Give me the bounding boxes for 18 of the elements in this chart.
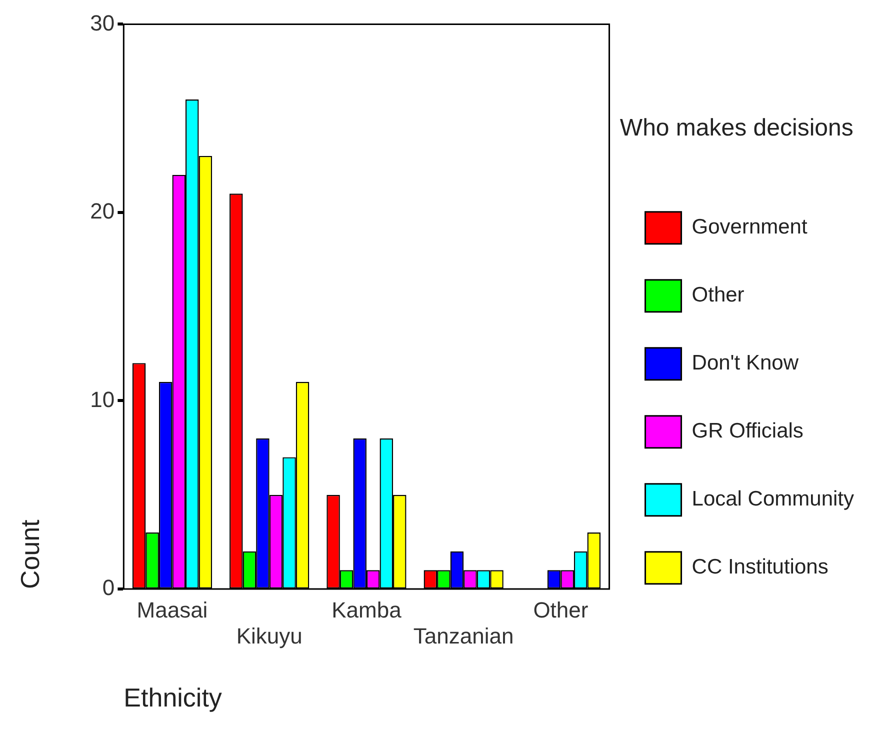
legend-label: Local Community <box>692 488 854 511</box>
legend-label: CC Institutions <box>692 556 828 579</box>
legend-label: GR Officials <box>692 420 804 443</box>
y-tick-label: 0 <box>102 575 115 600</box>
x-tick-label: Kikuyu <box>236 624 302 649</box>
y-tick-label: 10 <box>90 386 115 412</box>
x-tick-label: Maasai <box>136 597 208 622</box>
legend-label: Don't Know <box>692 352 800 375</box>
y-tick-label: 30 <box>90 10 115 36</box>
y-tick-label: 20 <box>90 198 115 224</box>
y-axis-title: Count <box>14 518 45 589</box>
legend-label: Other <box>692 284 744 307</box>
x-tick-label: Other <box>533 597 588 622</box>
x-tick-label: Kamba <box>332 597 402 622</box>
legend-label: Government <box>692 216 808 239</box>
x-tick-label: Tanzanian <box>413 624 514 649</box>
x-axis-title: Ethnicity <box>124 682 222 713</box>
legend-title: Who makes decisions <box>620 114 854 142</box>
